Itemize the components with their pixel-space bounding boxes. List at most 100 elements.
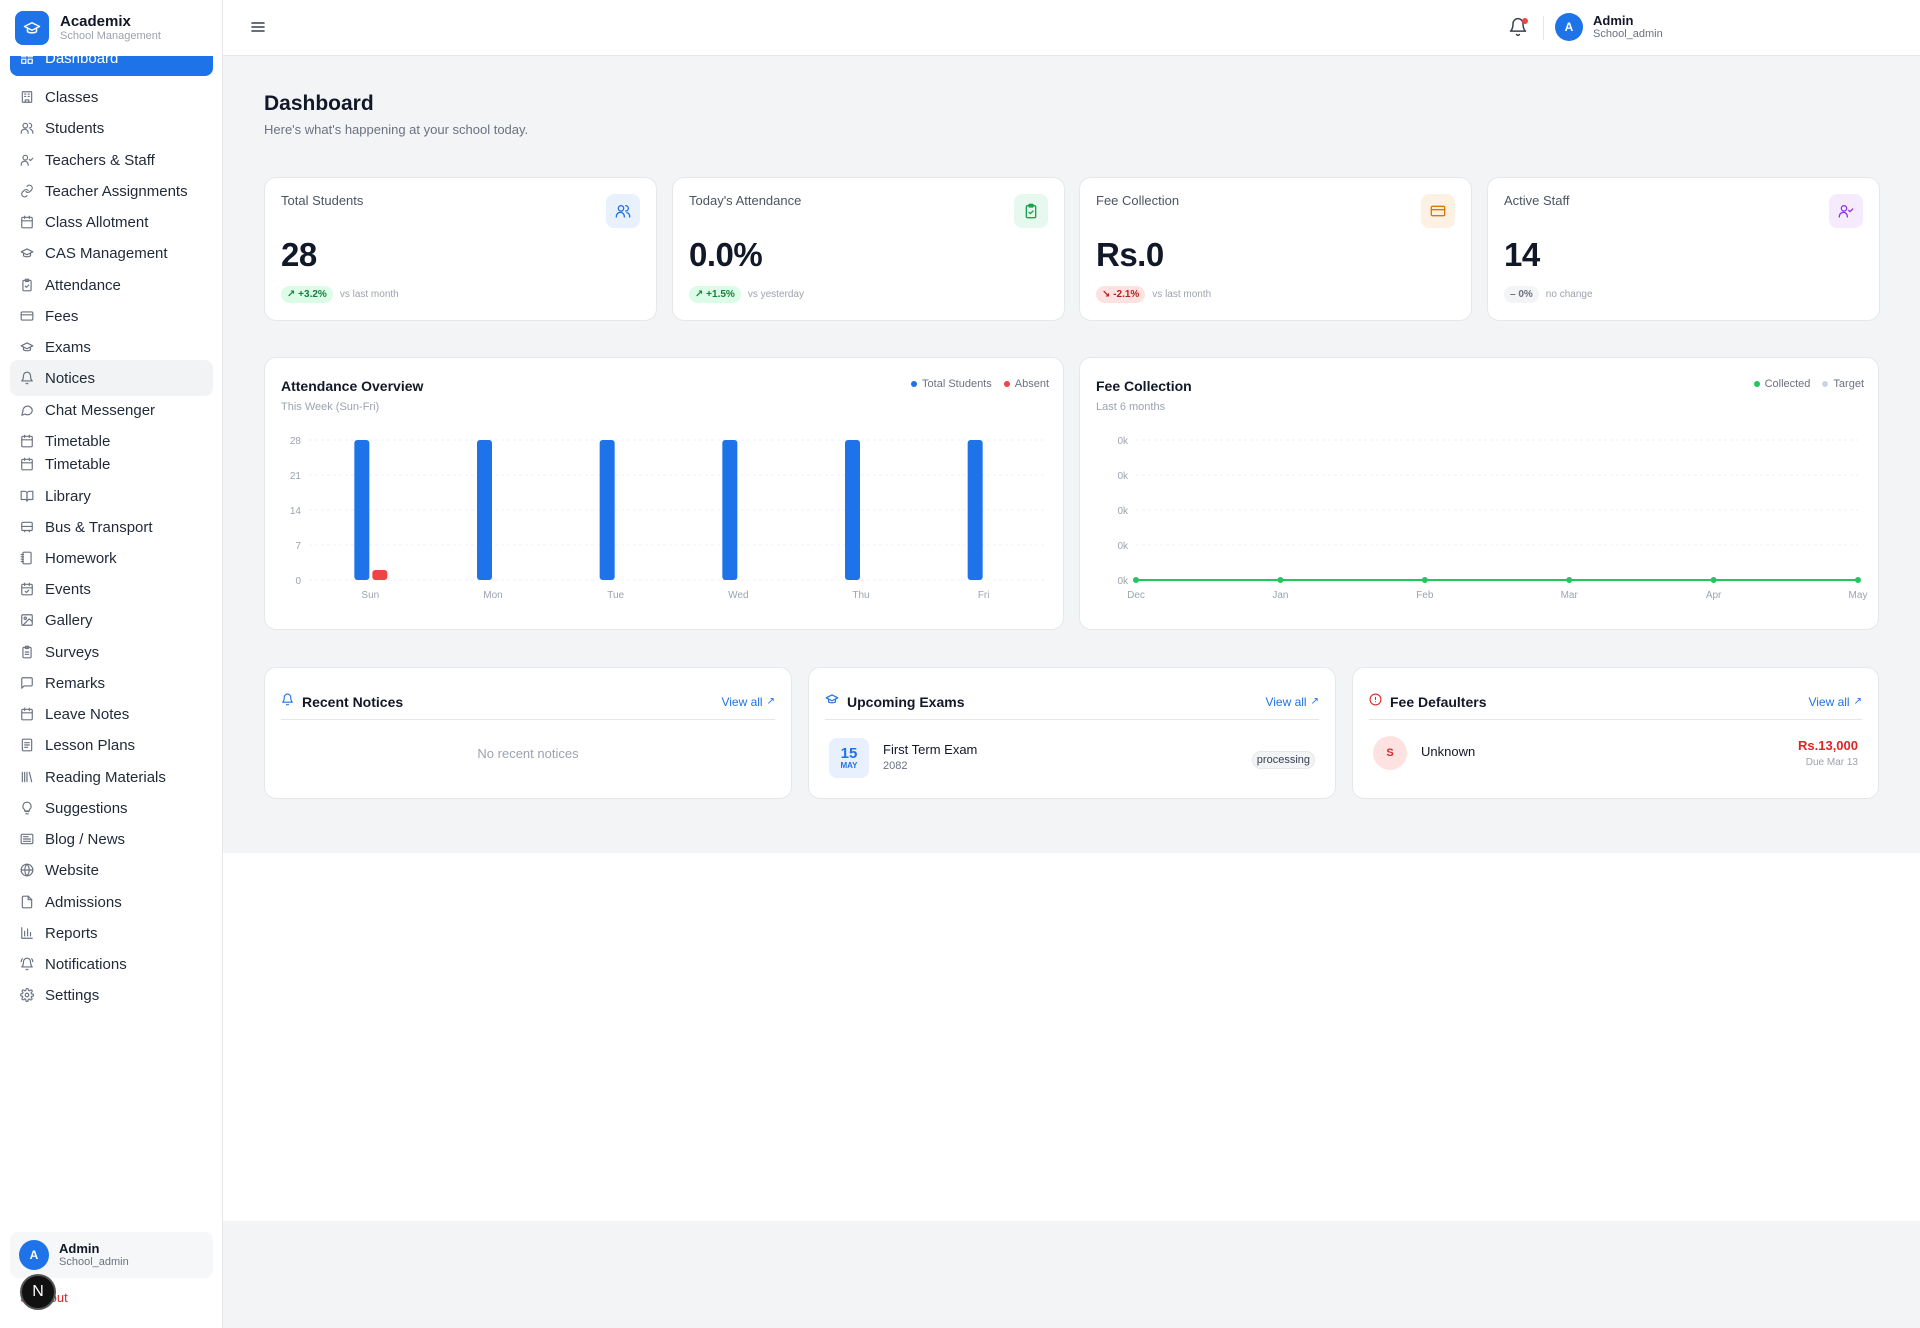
fee-chart-card: Fee Collection Last 6 months Collected T… xyxy=(1079,357,1879,630)
panel-title: Fee Defaulters xyxy=(1390,693,1487,710)
legend-label: Absent xyxy=(1014,378,1049,390)
file-icon xyxy=(20,895,34,909)
sidebar-item-teacher-assignments[interactable]: Teacher Assignments xyxy=(10,173,213,209)
sidebar-item-label: Homework xyxy=(45,549,117,567)
legend-item-collected[interactable]: Collected xyxy=(1753,378,1810,390)
sidebar-item-classes[interactable]: Classes xyxy=(10,79,213,115)
exam-month: MAY xyxy=(840,760,858,770)
brand[interactable]: Academix School Management xyxy=(0,0,222,56)
graduation-cap-icon xyxy=(20,340,34,354)
sidebar-item-surveys[interactable]: Surveys xyxy=(10,634,213,670)
sidebar-item-attendance[interactable]: Attendance xyxy=(10,267,213,303)
sidebar-item-timetable[interactable]: Timetable xyxy=(10,423,213,459)
arrow-up-right-icon: ↗ xyxy=(1310,696,1319,707)
sidebar: Academix School Management Dashboard Clas… xyxy=(0,0,223,1328)
header-user-name: Admin xyxy=(1593,13,1634,28)
sidebar-item-label: Suggestions xyxy=(45,799,128,817)
x-tick-label: May xyxy=(1849,590,1868,601)
sidebar-item-label: Remarks xyxy=(45,674,106,692)
header-user-role: School_admin xyxy=(1593,28,1663,40)
sidebar-item-label: Blog / News xyxy=(45,830,126,848)
sidebar-item-settings[interactable]: Settings xyxy=(10,977,213,1013)
point-collected xyxy=(1855,577,1861,583)
sidebar-item-remarks[interactable]: Remarks xyxy=(10,665,213,701)
sidebar-item-notices[interactable]: Notices xyxy=(10,360,213,396)
panel-title: Upcoming Exams xyxy=(847,693,965,710)
y-tick-label: 0k xyxy=(1117,471,1129,482)
user-check-icon xyxy=(20,153,34,167)
bell-ring-icon xyxy=(20,957,34,971)
sidebar-item-cas-management[interactable]: CAS Management xyxy=(10,235,213,271)
sidebar-item-lesson-plans[interactable]: Lesson Plans xyxy=(10,727,213,763)
sidebar-item-gallery[interactable]: Gallery xyxy=(10,602,213,638)
arrow-up-right-icon: ↗ xyxy=(1853,696,1862,707)
calendar-check-icon xyxy=(20,582,34,596)
sidebar-item-students[interactable]: Students xyxy=(10,110,213,146)
point-collected xyxy=(1133,577,1139,583)
sidebar-item-blog-news[interactable]: Blog / News xyxy=(10,821,213,857)
y-tick-label: 21 xyxy=(290,471,302,482)
stat-card-total-students: Total Students 28 ↗ +3.2% vs last month xyxy=(264,177,657,321)
sidebar-item-label: Events xyxy=(45,580,91,598)
sidebar-item-bus-transport[interactable]: Bus & Transport xyxy=(10,509,213,545)
x-tick-label: Tue xyxy=(607,590,624,601)
sidebar-item-admissions[interactable]: Admissions xyxy=(10,884,213,920)
sidebar-item-chat-messenger[interactable]: Chat Messenger xyxy=(10,392,213,428)
y-tick-label: 0k xyxy=(1117,541,1129,552)
clipboard-check-icon xyxy=(1014,194,1048,228)
sidebar-item-label: Timetable xyxy=(45,432,111,450)
image-icon xyxy=(20,613,34,627)
x-tick-label: Feb xyxy=(1416,590,1434,601)
sidebar-item-notifications[interactable]: Notifications xyxy=(10,946,213,982)
exams-view-all-link[interactable]: View all ↗ xyxy=(1265,695,1319,709)
stat-change-badge: – 0% xyxy=(1504,286,1539,303)
sidebar-user-card[interactable]: A Admin School_admin xyxy=(10,1232,213,1278)
dev-tools-badge[interactable]: N xyxy=(20,1274,56,1310)
attendance-chart-card: Attendance Overview This Week (Sun-Fri) … xyxy=(264,357,1064,630)
notices-view-all-link[interactable]: View all ↗ xyxy=(721,695,775,709)
stat-change-value: 0% xyxy=(1518,289,1533,300)
sidebar-item-label: Teachers & Staff xyxy=(45,151,155,169)
attendance-bar-chart: 28 21 14 7 0 Sun Mon Tue Wed Thu Fri xyxy=(290,436,1045,601)
header-user-menu[interactable]: A Admin School_admin xyxy=(1555,13,1663,41)
avatar: S xyxy=(1373,736,1407,770)
fee-defaulters-panel: Fee Defaulters View all ↗ S Unknown Rs.13… xyxy=(1352,667,1879,799)
page-footer-area xyxy=(223,1221,1920,1328)
notification-dot xyxy=(1522,18,1528,24)
legend-item-target[interactable]: Target xyxy=(1822,378,1864,390)
sidebar-item-homework[interactable]: Homework xyxy=(10,540,213,576)
stat-label: Active Staff xyxy=(1504,193,1570,208)
legend-swatch xyxy=(1753,381,1760,387)
sidebar-item-reports[interactable]: Reports xyxy=(10,915,213,951)
sidebar-item-exams[interactable]: Exams xyxy=(10,329,213,365)
sidebar-item-dashboard[interactable]: Dashboard xyxy=(10,56,213,76)
sidebar-item-library[interactable]: Library xyxy=(10,478,213,514)
globe-icon xyxy=(20,863,34,877)
sidebar-item-leave-notes[interactable]: Leave Notes xyxy=(10,696,213,732)
view-all-label: View all xyxy=(1808,694,1850,709)
library-icon xyxy=(20,770,34,784)
sidebar-item-website[interactable]: Website xyxy=(10,852,213,888)
sidebar-item-class-allotment[interactable]: Class Allotment xyxy=(10,204,213,240)
menu-toggle-icon[interactable] xyxy=(250,19,266,35)
sidebar-item-label: Leave Notes xyxy=(45,705,130,723)
legend-item-absent[interactable]: Absent xyxy=(1003,378,1049,390)
sidebar-item-suggestions[interactable]: Suggestions xyxy=(10,790,213,826)
legend-label: Total Students xyxy=(922,378,992,390)
sidebar-item-reading-materials[interactable]: Reading Materials xyxy=(10,759,213,795)
legend-item-total-students[interactable]: Total Students xyxy=(911,378,992,390)
page-subtitle: Here's what's happening at your school t… xyxy=(264,122,529,137)
stat-change-value: +1.5% xyxy=(706,289,735,300)
sidebar-user-role: School_admin xyxy=(59,1256,129,1268)
alert-circle-icon xyxy=(1369,693,1382,711)
x-tick-label: Jan xyxy=(1272,590,1288,601)
defaulter-due-date: Due Mar 13 xyxy=(1805,757,1858,768)
sidebar-item-teachers-staff[interactable]: Teachers & Staff xyxy=(10,142,213,178)
sidebar-item-events[interactable]: Events xyxy=(10,571,213,607)
calendar-icon xyxy=(20,434,34,448)
sidebar-item-timetable[interactable]: Timetable xyxy=(10,446,213,482)
sidebar-item-fees[interactable]: Fees xyxy=(10,298,213,334)
defaulters-view-all-link[interactable]: View all ↗ xyxy=(1808,695,1862,709)
notification-bell-icon[interactable] xyxy=(1508,17,1528,37)
sidebar-item-label: Lesson Plans xyxy=(45,736,136,754)
